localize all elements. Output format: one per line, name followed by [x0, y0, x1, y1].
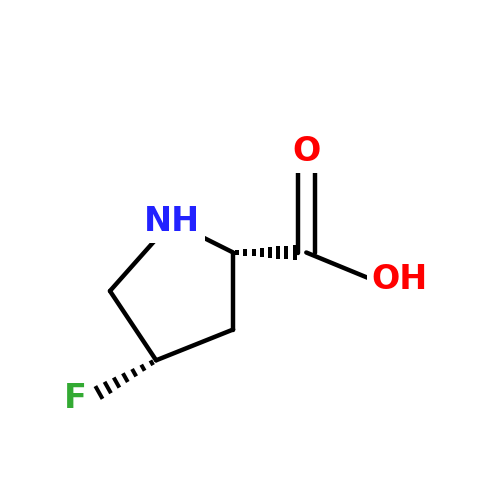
- Text: NH: NH: [144, 205, 200, 238]
- Text: OH: OH: [372, 263, 428, 296]
- Text: F: F: [64, 382, 87, 416]
- Text: O: O: [292, 135, 320, 168]
